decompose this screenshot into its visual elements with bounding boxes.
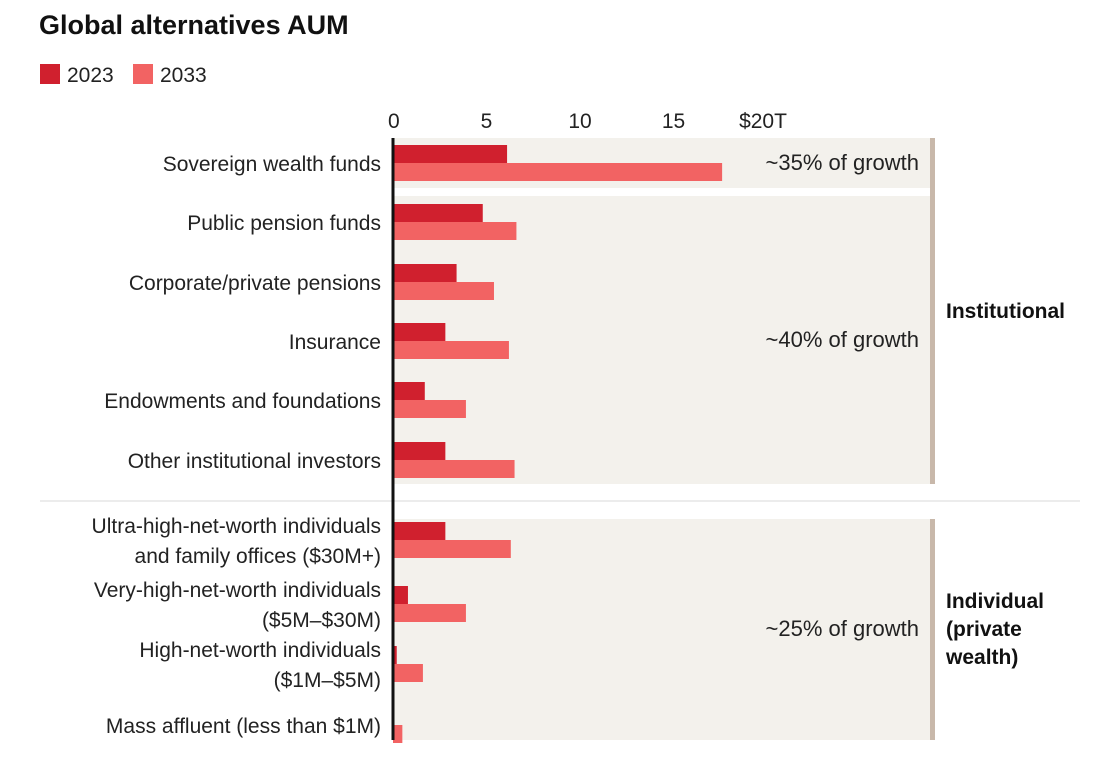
bar-2033 bbox=[393, 460, 515, 478]
category-label: Other institutional investors bbox=[128, 450, 381, 473]
growth-annotation: ~40% of growth bbox=[766, 327, 919, 352]
labels: Global alternatives AUM 2023 2033 Sovereign… bbox=[39, 10, 1065, 738]
bar-2033 bbox=[393, 540, 511, 558]
growth-annotation: ~25% of growth bbox=[766, 616, 919, 641]
bar-2023 bbox=[393, 264, 457, 282]
legend-label-2023: 2023 bbox=[67, 64, 114, 87]
bar-2023 bbox=[393, 204, 483, 222]
x-tick-label: 0 bbox=[388, 110, 400, 133]
category-label: ($1M–$5M) bbox=[274, 669, 381, 692]
bar-2033 bbox=[393, 341, 509, 359]
category-label: Corporate/private pensions bbox=[129, 272, 381, 295]
bar-2033 bbox=[393, 222, 517, 240]
x-tick-label: 10 bbox=[568, 110, 591, 133]
bar-2033 bbox=[393, 725, 403, 743]
bar-2033 bbox=[393, 664, 423, 682]
category-label: Ultra-high-net-worth individuals bbox=[92, 515, 381, 538]
x-tick-label: 15 bbox=[662, 110, 685, 133]
bar-2023 bbox=[393, 522, 446, 540]
bar-2033 bbox=[393, 163, 723, 181]
bars bbox=[393, 145, 723, 743]
category-label: ($5M–$30M) bbox=[262, 609, 381, 632]
category-label: Insurance bbox=[289, 331, 381, 354]
group-label: Institutional bbox=[946, 300, 1065, 323]
legend-label-2033: 2033 bbox=[160, 64, 207, 87]
category-label: Sovereign wealth funds bbox=[163, 153, 381, 176]
background-panel-1 bbox=[393, 196, 930, 484]
group-label: (private bbox=[946, 618, 1022, 641]
bar-2023 bbox=[393, 646, 397, 664]
category-label: and family offices ($30M+) bbox=[135, 545, 381, 568]
bar-2023 bbox=[393, 442, 446, 460]
bar-2033 bbox=[393, 282, 494, 300]
category-label: Public pension funds bbox=[187, 212, 381, 235]
category-label: Endowments and foundations bbox=[104, 390, 381, 413]
bar-2033 bbox=[393, 604, 466, 622]
x-tick-label: $20T bbox=[739, 110, 787, 133]
category-label: High-net-worth individuals bbox=[139, 639, 381, 662]
growth-annotation: ~35% of growth bbox=[766, 150, 919, 175]
legend-swatch-2023 bbox=[40, 64, 60, 84]
bar-2023 bbox=[393, 586, 408, 604]
axis: 0 5 10 15 $20T bbox=[388, 110, 787, 740]
group-bracket bbox=[930, 138, 935, 484]
legend-swatch-2033 bbox=[133, 64, 153, 84]
bar-2023 bbox=[393, 382, 425, 400]
category-label: Mass affluent (less than $1M) bbox=[106, 715, 381, 738]
category-label: Very-high-net-worth individuals bbox=[94, 579, 381, 602]
group-label: wealth) bbox=[945, 646, 1018, 669]
bar-2023 bbox=[393, 145, 508, 163]
bar-2033 bbox=[393, 400, 466, 418]
group-bracket bbox=[930, 519, 935, 740]
x-tick-label: 5 bbox=[481, 110, 493, 133]
bar-2023 bbox=[393, 323, 446, 341]
group-label: Individual bbox=[946, 590, 1044, 613]
chart-title: Global alternatives AUM bbox=[39, 10, 349, 40]
